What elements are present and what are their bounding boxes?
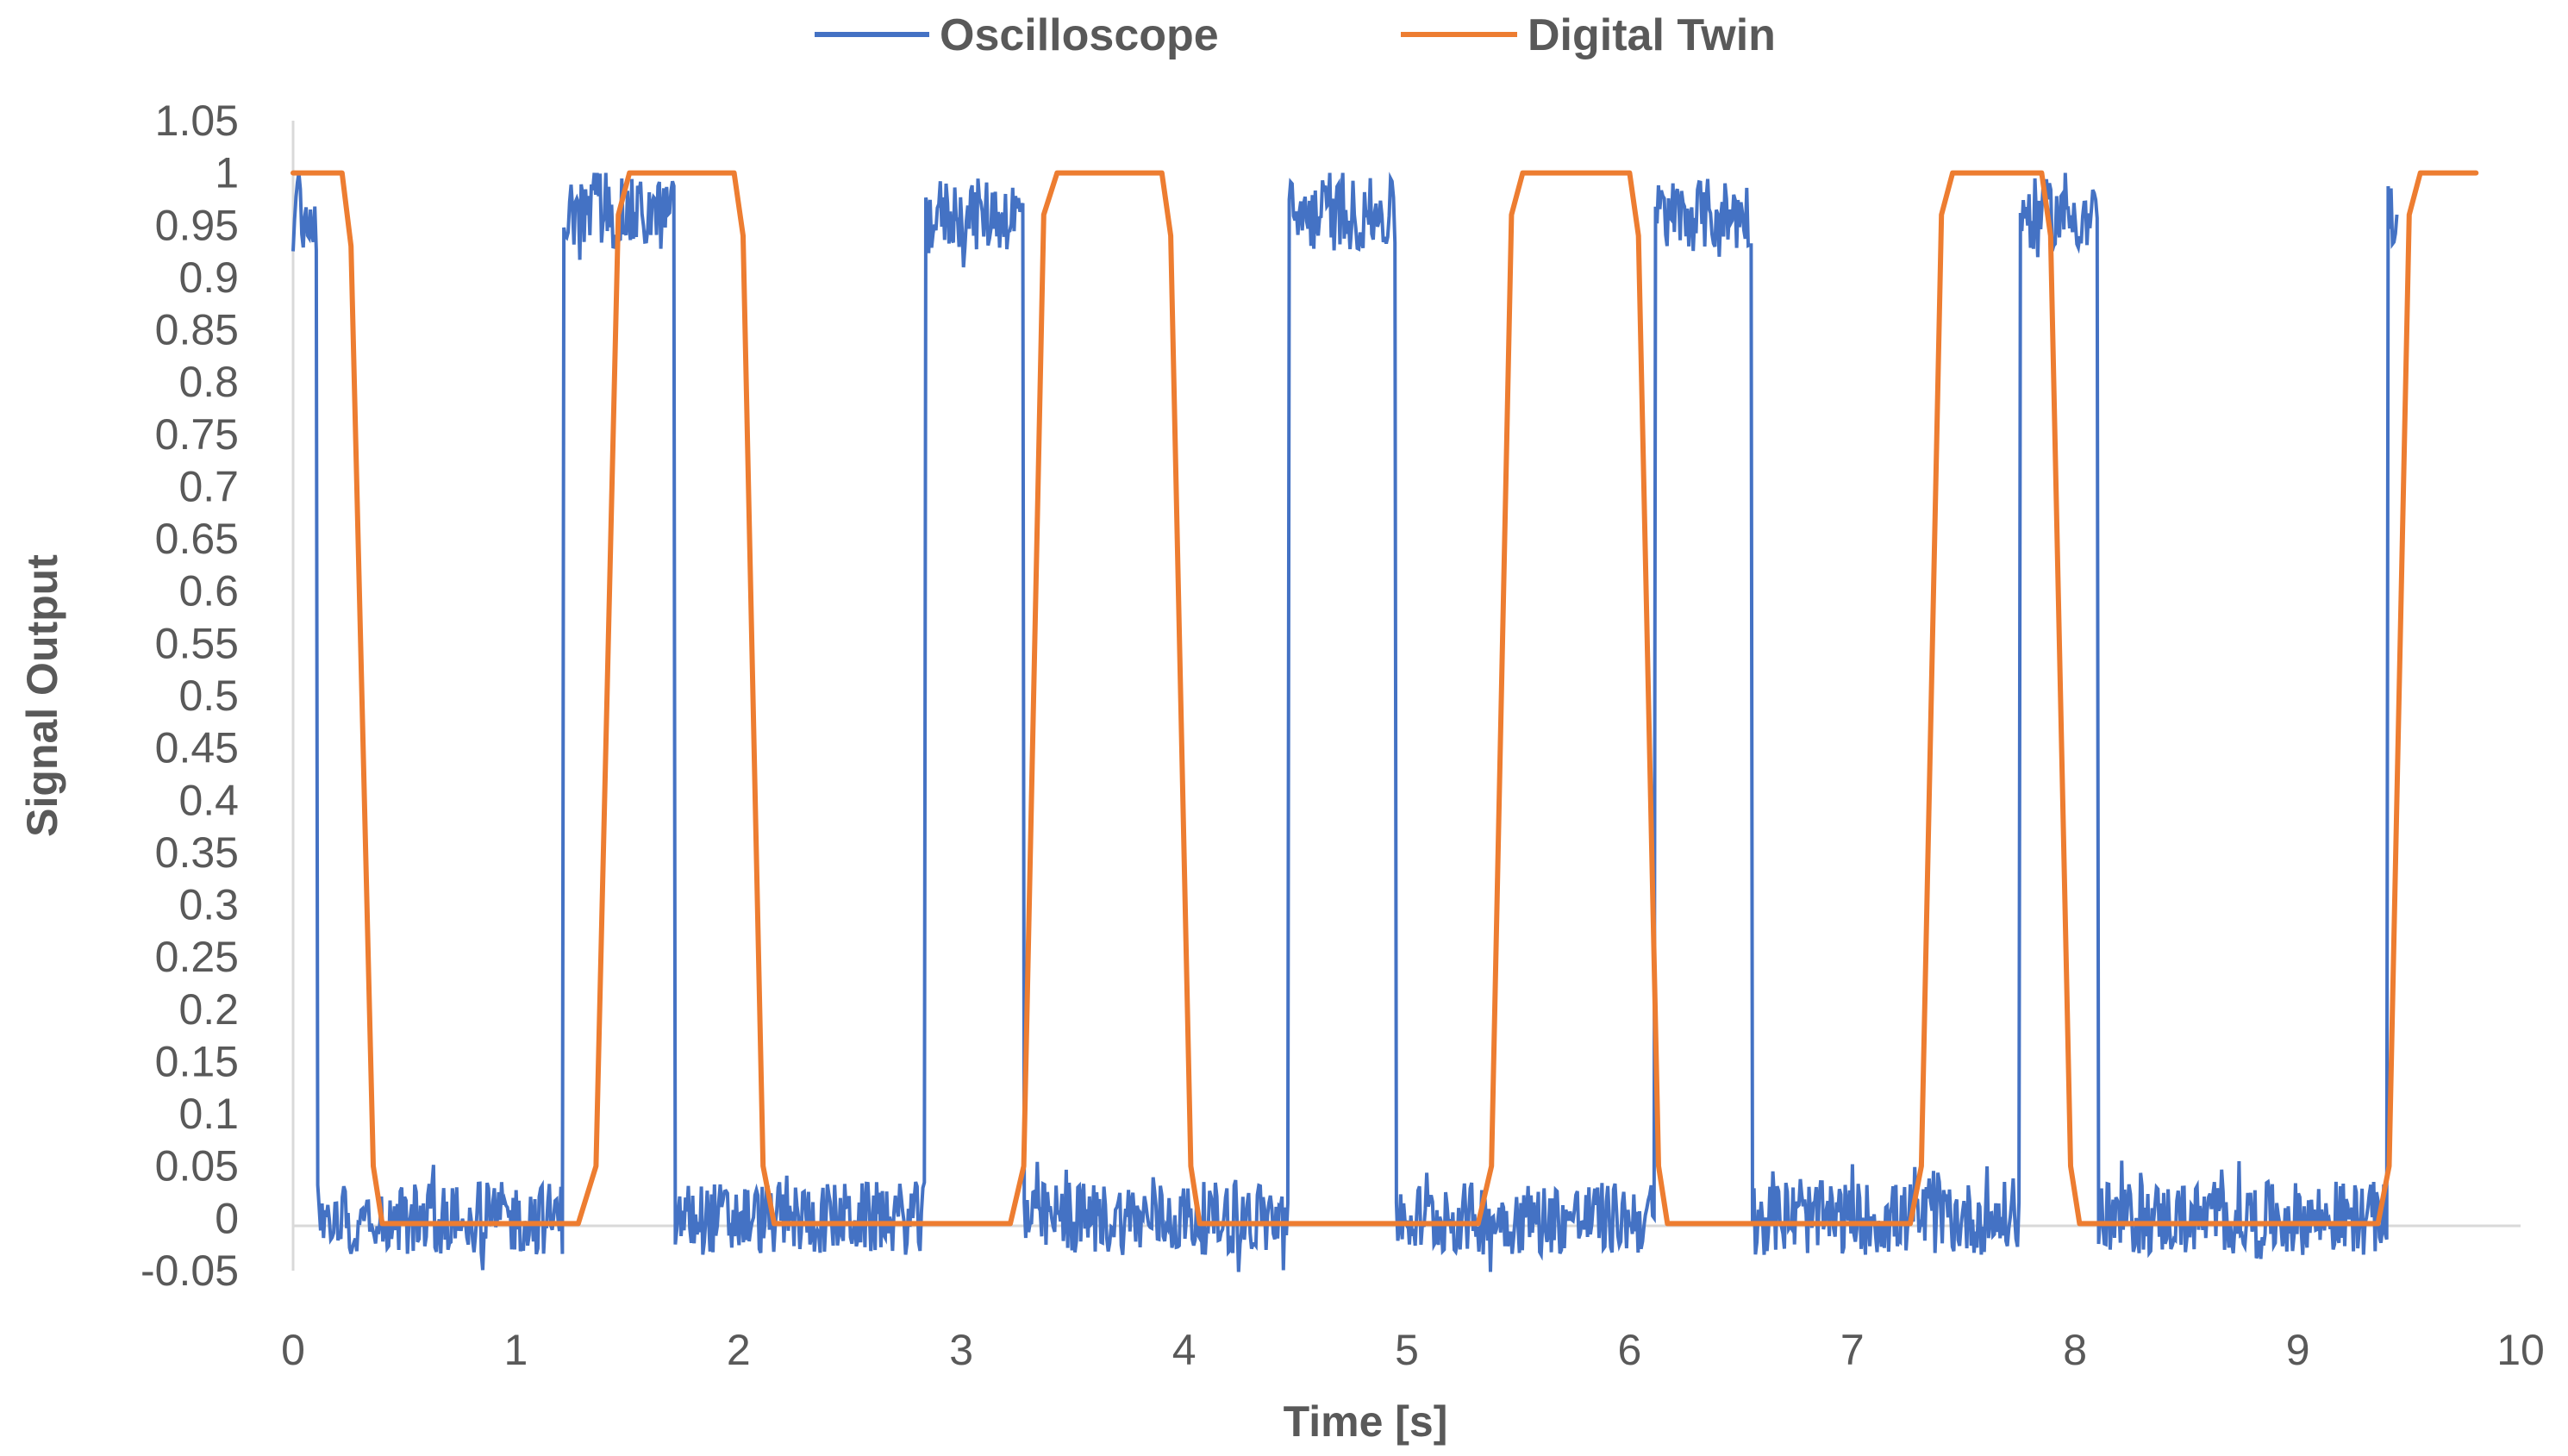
y-tick-label: 0.25 [155, 933, 239, 981]
legend-label-oscilloscope: Oscilloscope [940, 10, 1219, 60]
series-group [291, 170, 2479, 1272]
y-tick-label: 0.4 [178, 776, 239, 824]
x-axis-title: Time [s] [1284, 1397, 1448, 1446]
y-tick-label: 0.1 [178, 1090, 239, 1138]
y-tick-label: 0.6 [178, 567, 239, 616]
x-tick-label: 0 [281, 1326, 305, 1374]
y-tick-label: 0.3 [178, 881, 239, 929]
x-tick-label: 4 [1172, 1326, 1197, 1374]
series-line-digital-twin [291, 170, 2479, 1227]
x-tick-label: 8 [2063, 1326, 2087, 1374]
y-tick-label: 0 [215, 1194, 239, 1242]
y-tick-label: 0.5 [178, 672, 239, 720]
y-tick-label: 0.95 [155, 201, 239, 249]
y-tick-label: 1.05 [155, 97, 239, 145]
y-tick-label: 0.7 [178, 462, 239, 510]
x-tick-label: 1 [503, 1326, 528, 1374]
y-tick-label: 0.15 [155, 1037, 239, 1085]
y-tick-label: 0.85 [155, 306, 239, 354]
series-line-oscilloscope [291, 172, 2399, 1272]
y-tick-label: 0.55 [155, 619, 239, 667]
y-axis-title: Signal Output [18, 554, 66, 837]
y-tick-label: 0.9 [178, 253, 239, 302]
legend: Oscilloscope Digital Twin [815, 10, 1776, 60]
y-tick-label: -0.05 [141, 1247, 239, 1295]
y-tick-label: 1 [215, 149, 239, 197]
x-tick-labels: 0 1 2 3 4 5 6 7 8 9 10 [281, 1326, 2545, 1374]
legend-label-digital-twin: Digital Twin [1528, 10, 1776, 60]
y-tick-label: 0.65 [155, 515, 239, 563]
x-tick-label: 2 [727, 1326, 751, 1374]
y-tick-label: 0.45 [155, 724, 239, 772]
x-tick-label: 3 [949, 1326, 973, 1374]
x-tick-label: 5 [1395, 1326, 1419, 1374]
x-tick-label: 10 [2496, 1326, 2545, 1374]
y-tick-label: 0.75 [155, 410, 239, 459]
x-tick-label: 9 [2286, 1326, 2310, 1374]
y-tick-label: 0.35 [155, 828, 239, 877]
y-tick-label: 0.2 [178, 985, 239, 1034]
y-tick-label: 0.8 [178, 358, 239, 406]
x-tick-label: 6 [1617, 1326, 1641, 1374]
x-tick-label: 7 [1840, 1326, 1865, 1374]
y-tick-label: 0.05 [155, 1142, 239, 1190]
